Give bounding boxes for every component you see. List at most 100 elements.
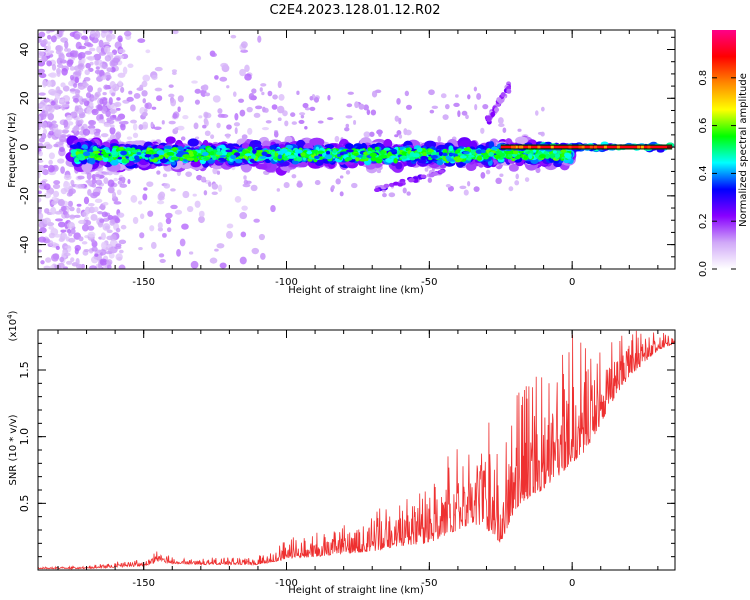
heatmap-cell [476,93,482,100]
heatmap-cell [95,66,100,70]
heatmap-cell [43,97,50,103]
heatmap-cell [176,249,181,257]
heatmap-cell [216,170,221,175]
heatmap-cell [93,187,102,192]
heatmap-cell [247,127,253,135]
heatmap-cell [459,155,467,159]
heatmap-cell [194,99,200,105]
heatmap-cell [347,91,354,95]
heatmap-cell [463,189,469,196]
heatmap-cell [142,111,148,117]
heatmap-cell [202,124,207,129]
heatmap-cell [60,187,68,195]
heatmap-cell [405,104,413,110]
heatmap-cell [159,258,166,263]
heatmap-cell [182,154,191,158]
heatmap-cell [38,197,42,203]
heatmap-cell [97,104,103,111]
heatmap-cell [107,179,115,188]
heatmap-cell [209,150,215,156]
heatmap-cell [203,156,211,160]
heatmap-cell [196,174,203,181]
heatmap-cell [327,94,331,101]
heatmap-cell [116,256,123,261]
heatmap-cell [38,115,41,123]
heatmap-cell [406,191,411,196]
heatmap-cell [438,169,445,174]
heatmap-cell [120,150,128,156]
heatmap-cell [552,150,557,154]
heatmap-cell [86,107,92,115]
heatmap-cell [157,227,164,232]
heatmap-cell [98,119,103,124]
heatmap-cell [118,49,126,54]
heatmap-cell [424,140,437,149]
heatmap-cell [172,30,179,35]
heatmap-cell [75,88,80,97]
heatmap-cell [353,152,359,156]
heatmap-cell [78,219,86,225]
heatmap-cell [344,127,350,132]
heatmap-cell [113,177,118,182]
heatmap-cell [538,154,546,159]
heatmap-cell [112,114,117,118]
heatmap-cell [64,40,69,49]
heatmap-cell [499,173,504,177]
heatmap-cell [506,88,512,94]
heatmap-cell [95,179,103,186]
heatmap-cell [43,265,51,269]
heatmap-cell [116,189,122,196]
heatmap-cell [101,75,107,80]
heatmap-cell [117,156,122,160]
heatmap-cell [188,251,194,255]
heatmap-cell [426,151,432,155]
heatmap-cell [445,155,452,160]
snr-panel: -150 -100 -50 0 0.5 1.0 1.5 Height of straight… [6,310,676,596]
heatmap-cell [70,179,75,186]
heatmap-cell [227,153,233,157]
heatmap-cell [396,97,401,105]
heatmap-cell [109,126,116,135]
heatmap-cell [69,88,76,92]
y-tick-label: -20 [18,187,31,205]
heatmap-cell [158,253,165,258]
heatmap-cell [399,155,408,160]
heatmap-cell [374,146,380,151]
heatmap-cell [67,59,74,65]
heatmap-cell [420,174,427,179]
heatmap-cell [150,121,154,128]
heatmap-cell [314,155,320,160]
heatmap-cell [94,30,101,39]
heatmap-cell [196,55,202,61]
heatmap-cell [225,149,233,153]
heatmap-cell [339,175,344,179]
heatmap-cell [221,151,228,156]
heatmap-cell [549,153,555,159]
heatmap-cell [339,152,344,156]
heatmap-cell [165,212,173,219]
heatmap-cell [174,209,183,215]
heatmap-cell [69,65,75,71]
heatmap-cell [100,232,106,241]
heatmap-cell [272,94,278,100]
heatmap-cell [126,136,133,140]
heatmap-cell [77,175,85,180]
heatmap-cell [54,92,60,100]
heatmap-cell [436,158,444,166]
heatmap-cell [156,150,165,156]
heatmap-cell [38,249,42,253]
heatmap-cell [89,30,96,38]
heatmap-cell [38,171,41,179]
heatmap-cell [59,136,67,143]
heatmap-cell [313,97,320,103]
heatmap-cell [110,34,116,40]
heatmap-cell [70,228,76,235]
heatmap-cell [48,152,55,160]
x-tick-label: -100 [275,578,298,589]
heatmap-cell [130,195,138,203]
heatmap-cell [73,50,79,58]
heatmap-cell [226,223,234,229]
heatmap-cell [102,157,109,163]
colorbar-tick-label: 0.6 [698,118,709,134]
heatmap-cell [87,85,94,93]
